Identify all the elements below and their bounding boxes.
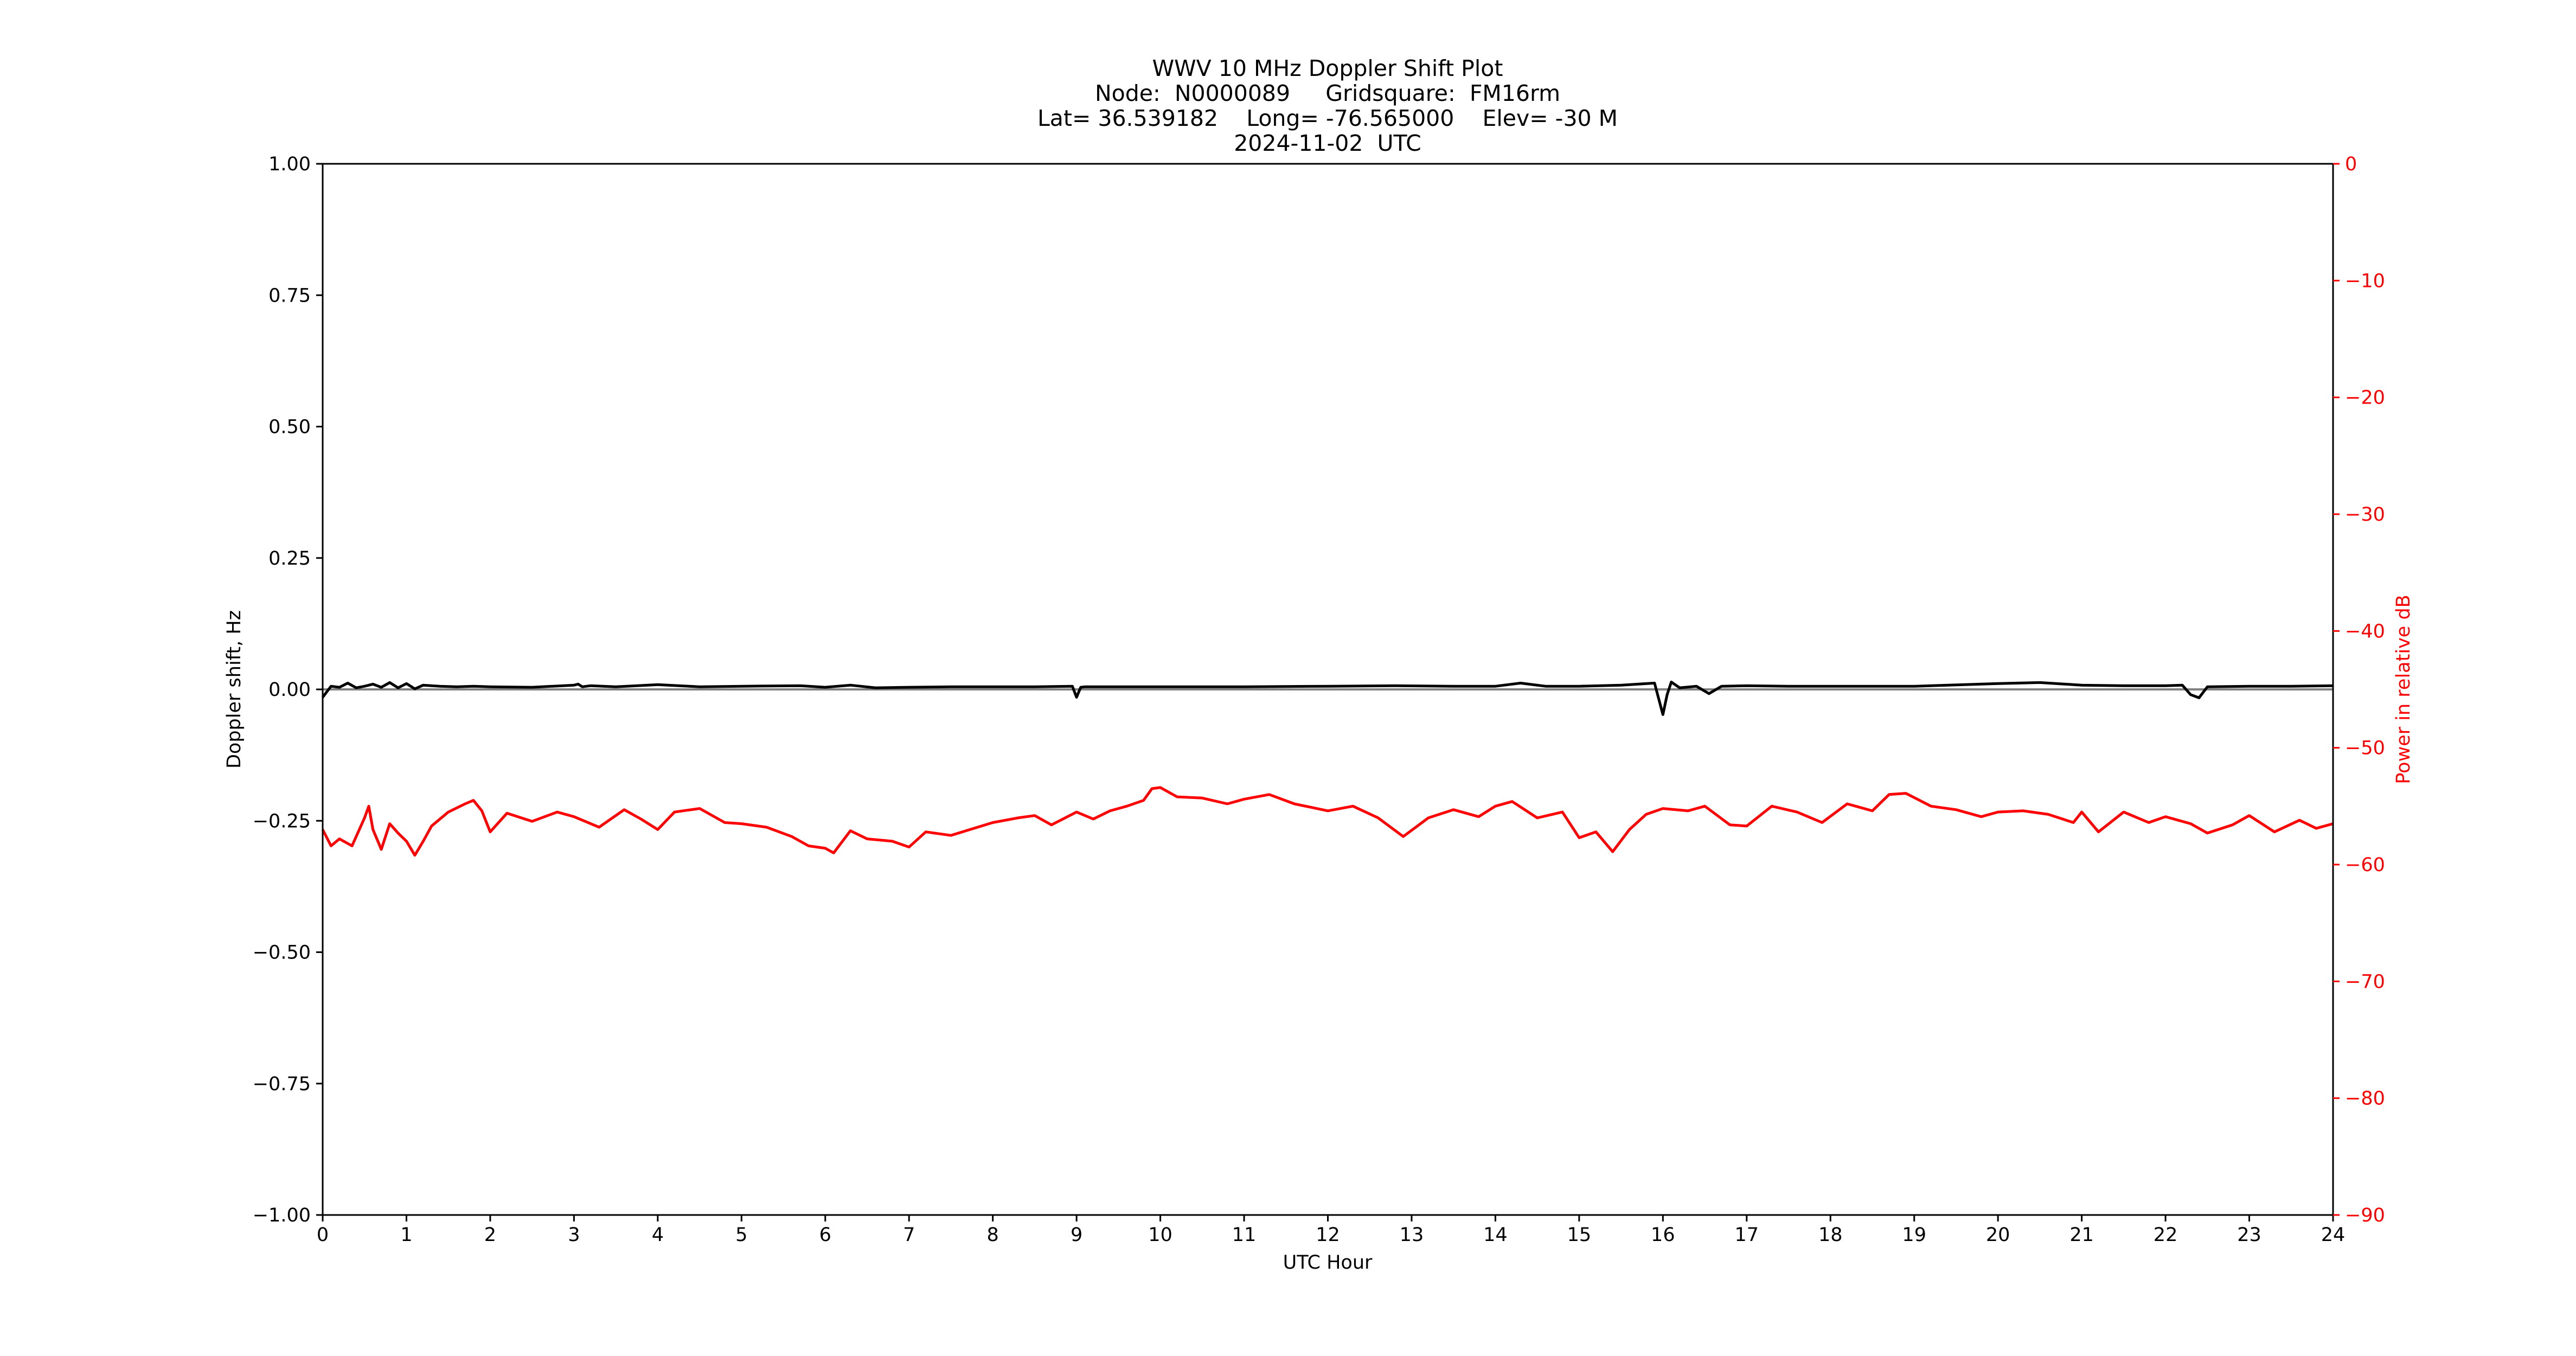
x-tick-label: 9 [1071, 1224, 1082, 1246]
x-axis: 0 1 2 3 4 5 6 7 8 9 10 11 12 13 14 15 16 17 18 19 20 21 22 23 24 [317, 1215, 2345, 1246]
y-tick-label: 0.50 [268, 417, 311, 438]
x-tick-label: 17 [1735, 1224, 1759, 1246]
x-tick-label: 15 [1567, 1224, 1592, 1246]
x-tick-label: 23 [2237, 1224, 2261, 1246]
y2-axis-label: Power in relative dB [2393, 594, 2414, 784]
power-series-line [321, 786, 2334, 857]
x-tick-label: 7 [903, 1224, 915, 1246]
x-axis-label: UTC Hour [1283, 1252, 1373, 1274]
y2-tick-label: −40 [2345, 621, 2385, 642]
title-line-1: WWV 10 MHz Doppler Shift Plot [1152, 55, 1503, 81]
y2-tick-label: −70 [2345, 971, 2385, 993]
y-axis-left: 1.00 0.75 0.50 0.25 0.00 −0.25 −0.50 −0.75 −1.00 [253, 153, 323, 1226]
x-tick-label: 13 [1400, 1224, 1424, 1246]
x-tick-label: 19 [1902, 1224, 1926, 1246]
x-tick-label: 20 [1986, 1224, 2010, 1246]
y-axis-label: Doppler shift, Hz [223, 610, 245, 769]
y-axis-right: 0 −10 −20 −30 −40 −50 −60 −70 −80 −90 [2333, 153, 2385, 1226]
x-tick-label: 6 [819, 1224, 831, 1246]
title-line-4: 2024-11-02 UTC [1234, 130, 1421, 156]
y-tick-label: −0.25 [253, 810, 311, 832]
x-tick-label: 22 [2154, 1224, 2178, 1246]
x-tick-label: 8 [987, 1224, 999, 1246]
y-tick-label: 0.25 [268, 548, 311, 570]
y2-tick-label: −10 [2345, 270, 2385, 292]
y2-tick-label: −80 [2345, 1088, 2385, 1110]
x-tick-label: 0 [317, 1224, 329, 1246]
x-tick-label: 14 [1483, 1224, 1508, 1246]
x-tick-label: 24 [2321, 1224, 2346, 1246]
title-line-3: Lat= 36.539182 Long= -76.565000 Elev= -3… [1037, 105, 1618, 131]
x-tick-label: 21 [2069, 1224, 2094, 1246]
y-tick-label: 0.00 [268, 679, 311, 701]
x-tick-label: 2 [484, 1224, 496, 1246]
x-tick-label: 3 [568, 1224, 580, 1246]
chart-title: WWV 10 MHz Doppler Shift Plot Node: N000… [1037, 55, 1618, 156]
y-tick-label: 1.00 [268, 153, 311, 175]
x-tick-label: 11 [1232, 1224, 1257, 1246]
y2-tick-label: −50 [2345, 738, 2385, 759]
x-tick-label: 10 [1148, 1224, 1172, 1246]
y-tick-label: −0.75 [253, 1073, 311, 1095]
title-line-2: Node: N0000089 Gridsquare: FM16rm [1095, 80, 1560, 106]
x-tick-label: 12 [1316, 1224, 1340, 1246]
y2-tick-label: −90 [2345, 1205, 2385, 1226]
y-tick-label: −0.50 [253, 942, 311, 964]
y2-tick-label: −60 [2345, 854, 2385, 876]
plot-area [321, 680, 2334, 857]
y2-tick-label: −30 [2345, 504, 2385, 526]
y2-tick-label: −20 [2345, 387, 2385, 409]
x-tick-label: 4 [652, 1224, 664, 1246]
x-tick-label: 5 [735, 1224, 747, 1246]
y-tick-label: 0.75 [268, 285, 311, 306]
y2-tick-label: 0 [2345, 153, 2357, 175]
x-tick-label: 16 [1651, 1224, 1675, 1246]
x-tick-label: 18 [1818, 1224, 1843, 1246]
doppler-series-line [322, 680, 2334, 716]
y-tick-label: −1.00 [253, 1205, 311, 1226]
x-tick-label: 1 [400, 1224, 412, 1246]
